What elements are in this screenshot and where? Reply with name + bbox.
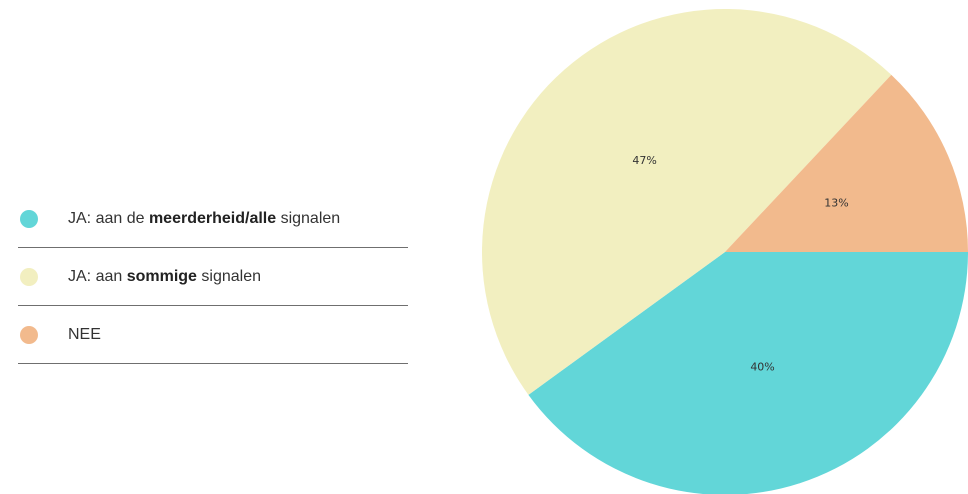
legend-label: NEE	[68, 325, 101, 343]
pie-slice-1	[482, 9, 892, 395]
legend-dot-orange-icon	[20, 325, 38, 344]
legend-dot-cyan-icon	[20, 209, 38, 228]
pie-slice-2	[725, 74, 968, 252]
legend-item-sommige: JA: aan sommige signalen	[18, 248, 408, 306]
chart-legend: JA: aan de meerderheid/alle signalen JA:…	[18, 190, 408, 364]
legend-item-nee: NEE	[18, 306, 408, 364]
pie-chart: 40% 47% 13%	[482, 9, 968, 494]
legend-dot-yellow-icon	[20, 267, 38, 286]
legend-item-meerderheid: JA: aan de meerderheid/alle signalen	[18, 190, 408, 248]
pie-slice-label-1: 47%	[632, 154, 656, 167]
legend-label: JA: aan sommige signalen	[68, 267, 261, 285]
pie-slice-label-2: 13%	[824, 197, 848, 210]
legend-label: JA: aan de meerderheid/alle signalen	[68, 209, 341, 227]
pie-slice-0	[528, 252, 968, 494]
pie-slice-label-0: 40%	[750, 361, 774, 374]
